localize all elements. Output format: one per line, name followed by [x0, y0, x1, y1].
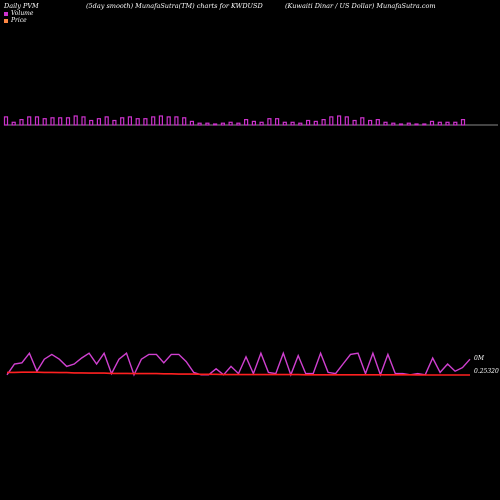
volume-bar: [189, 120, 194, 126]
legend-label-price: Price: [11, 17, 27, 24]
volume-bar: [306, 119, 311, 126]
chart-header-title: (5day smooth) MunafaSutra(TM) charts for…: [86, 2, 263, 10]
volume-bar: [352, 119, 357, 126]
volume-bar: [290, 121, 295, 126]
volume-bar: [135, 118, 140, 126]
volume-bar: [220, 122, 225, 126]
volume-bar: [42, 118, 47, 126]
volume-bar: [422, 123, 427, 126]
volume-bar: [58, 117, 63, 126]
volume-bar: [19, 118, 24, 126]
volume-bar: [275, 118, 280, 126]
legend-swatch-price: [4, 18, 8, 23]
volume-bar: [321, 118, 326, 126]
legend-item-volume: Volume: [4, 10, 33, 17]
volume-bar: [197, 122, 202, 126]
volume-bar: [298, 122, 303, 126]
volume-bar: [391, 122, 396, 126]
volume-bar: [236, 122, 241, 126]
chart-header-right: (Kuwaiti Dinar / US Dollar) MunafaSutra.…: [285, 2, 436, 10]
volume-bar: [282, 121, 287, 126]
volume-bar: [414, 123, 419, 126]
pvm-line: [6, 351, 471, 377]
volume-bar: [34, 116, 40, 126]
price-line: [7, 371, 470, 376]
volume-bar: [143, 118, 148, 126]
volume-bar: [81, 116, 86, 126]
volume-bar: [406, 122, 411, 126]
volume-bar: [104, 116, 109, 126]
volume-bar: [120, 117, 125, 126]
volume-bar: [460, 118, 466, 126]
volume-bar: [213, 123, 218, 126]
volume-bar: [368, 119, 373, 126]
axis-label-top: 0M: [474, 355, 484, 362]
legend: Volume Price: [4, 10, 33, 24]
volume-bar: [445, 121, 450, 126]
volume-bar: [437, 121, 442, 126]
volume-bar: [158, 115, 163, 126]
legend-item-price: Price: [4, 17, 33, 24]
volume-bar: [65, 117, 71, 126]
volume-bar: [251, 120, 256, 126]
volume-bars: [3, 115, 498, 126]
volume-bar: [398, 123, 404, 126]
volume-bar: [112, 119, 117, 126]
volume-bar: [344, 116, 349, 126]
volume-bar: [11, 121, 16, 126]
volume-bar: [337, 115, 342, 126]
volume-bar: [151, 116, 156, 126]
volume-bar: [50, 117, 55, 126]
volume-bar: [313, 120, 318, 126]
volume-bar: [166, 116, 171, 126]
volume-bar: [453, 121, 458, 126]
volume-bar: [27, 116, 32, 126]
volume-bar: [73, 115, 78, 126]
volume-bar: [127, 116, 132, 126]
volume-bar: [182, 117, 187, 126]
volume-bar: [244, 118, 249, 126]
legend-swatch-volume: [4, 11, 8, 16]
volume-bar: [3, 116, 9, 126]
volume-bar: [205, 122, 210, 126]
volume-bar: [375, 118, 380, 126]
volume-bar: [96, 118, 102, 126]
volume-bar: [267, 118, 272, 126]
volume-bar: [259, 121, 264, 126]
volume-bar: [360, 117, 365, 126]
axis-label-bottom: 0.25320: [474, 368, 499, 375]
volume-bar: [329, 116, 334, 126]
volume-bar: [174, 116, 179, 126]
chart-header-left: Daily PVM: [4, 2, 39, 10]
legend-label-volume: Volume: [11, 10, 34, 17]
volume-bar: [383, 121, 388, 126]
volume-bar: [228, 121, 233, 126]
price-lines: [6, 351, 471, 377]
volume-bar: [89, 119, 94, 126]
volume-bar: [429, 120, 435, 126]
